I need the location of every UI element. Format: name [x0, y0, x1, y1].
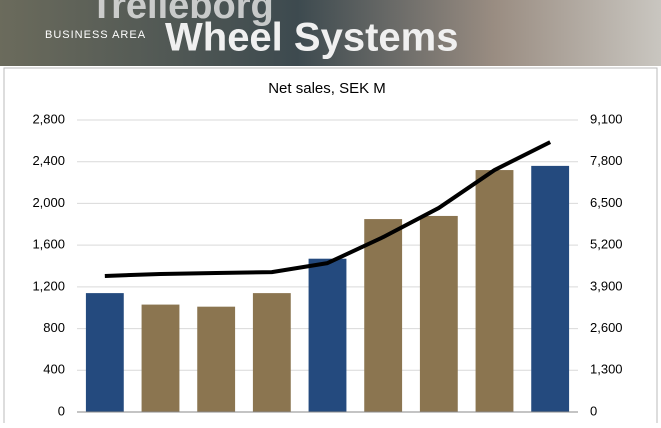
bar [141, 304, 180, 412]
bar [308, 258, 347, 412]
bar [197, 306, 236, 412]
banner-brand: Trelleborg [90, 0, 274, 27]
y-tick-label: 3,900 [590, 278, 623, 293]
y-tick-label: 2,000 [32, 195, 65, 210]
y-tick-label: 6,500 [590, 195, 623, 210]
y-tick-label: 800 [43, 320, 65, 335]
line [104, 140, 552, 278]
chart-frame [3, 67, 658, 428]
y-tick-label: 2,800 [32, 111, 65, 126]
y-tick-label: 1,300 [590, 362, 623, 377]
y-tick-label: 2,600 [590, 320, 623, 335]
bar [364, 219, 403, 412]
banner-title: Wheel Systems [165, 16, 458, 60]
y-tick-label: 0 [58, 403, 65, 418]
bar [531, 165, 570, 412]
y-tick-label: 9,100 [590, 111, 623, 126]
y-tick-label: 2,400 [32, 153, 65, 168]
y-tick-label: 400 [43, 362, 65, 377]
chart-title: Net sales, SEK M [268, 80, 386, 97]
banner-area: BUSINESS AREA [45, 29, 146, 41]
bar [252, 293, 291, 412]
y-tick-label: 7,800 [590, 153, 623, 168]
bar [85, 293, 124, 412]
y-tick-label: 5,200 [590, 237, 623, 252]
y-tick-label: 1,200 [32, 278, 65, 293]
y-tick-label: 1,600 [32, 237, 65, 252]
y-tick-label: 0 [590, 403, 597, 418]
bar [419, 215, 458, 412]
banner [0, 0, 661, 66]
bar [475, 170, 514, 412]
